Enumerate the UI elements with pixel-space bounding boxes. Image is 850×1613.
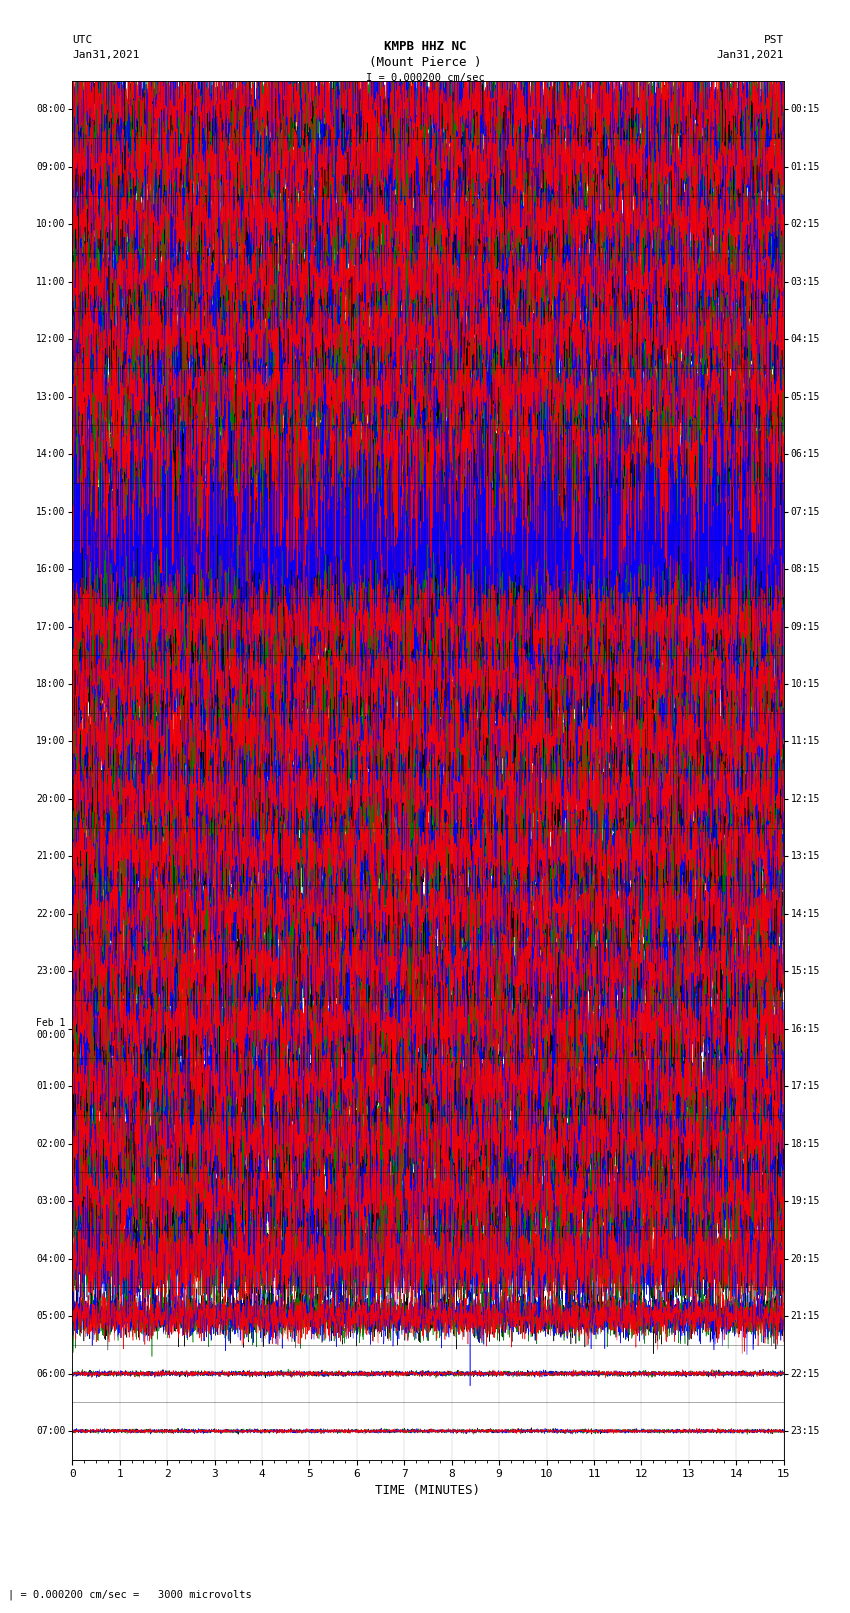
Text: (Mount Pierce ): (Mount Pierce ) [369, 56, 481, 69]
Text: KMPB HHZ NC: KMPB HHZ NC [383, 40, 467, 53]
Text: | = 0.000200 cm/sec =   3000 microvolts: | = 0.000200 cm/sec = 3000 microvolts [8, 1589, 252, 1600]
X-axis label: TIME (MINUTES): TIME (MINUTES) [376, 1484, 480, 1497]
Text: Jan31,2021: Jan31,2021 [72, 50, 139, 60]
Text: I = 0.000200 cm/sec: I = 0.000200 cm/sec [366, 73, 484, 82]
Text: PST: PST [763, 35, 784, 45]
Text: Jan31,2021: Jan31,2021 [717, 50, 784, 60]
Text: UTC: UTC [72, 35, 93, 45]
